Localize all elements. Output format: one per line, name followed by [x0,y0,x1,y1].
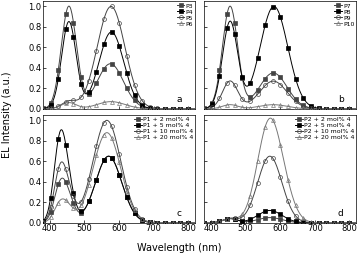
Legend: P3, P4, P5, P6: P3, P4, P5, P6 [176,3,194,27]
Text: a: a [177,95,182,104]
Text: c: c [177,209,182,218]
Text: EL Intensity (a.u.): EL Intensity (a.u.) [2,72,12,158]
Legend: P7, P8, P9, P10: P7, P8, P9, P10 [334,3,355,27]
Text: b: b [338,95,344,104]
Legend: P2 + 2 mol% 4, P2 + 5 mol% 4, P2 + 10 mol% 4, P2 + 20 mol% 4: P2 + 2 mol% 4, P2 + 5 mol% 4, P2 + 10 mo… [295,116,355,141]
Text: d: d [338,209,344,218]
Text: Wavelength (nm): Wavelength (nm) [137,243,221,253]
Legend: P1 + 2 mol% 4, P1 + 5 mol% 4, P1 + 10 mol% 4, P1 + 20 mol% 4: P1 + 2 mol% 4, P1 + 5 mol% 4, P1 + 10 mo… [134,116,194,141]
